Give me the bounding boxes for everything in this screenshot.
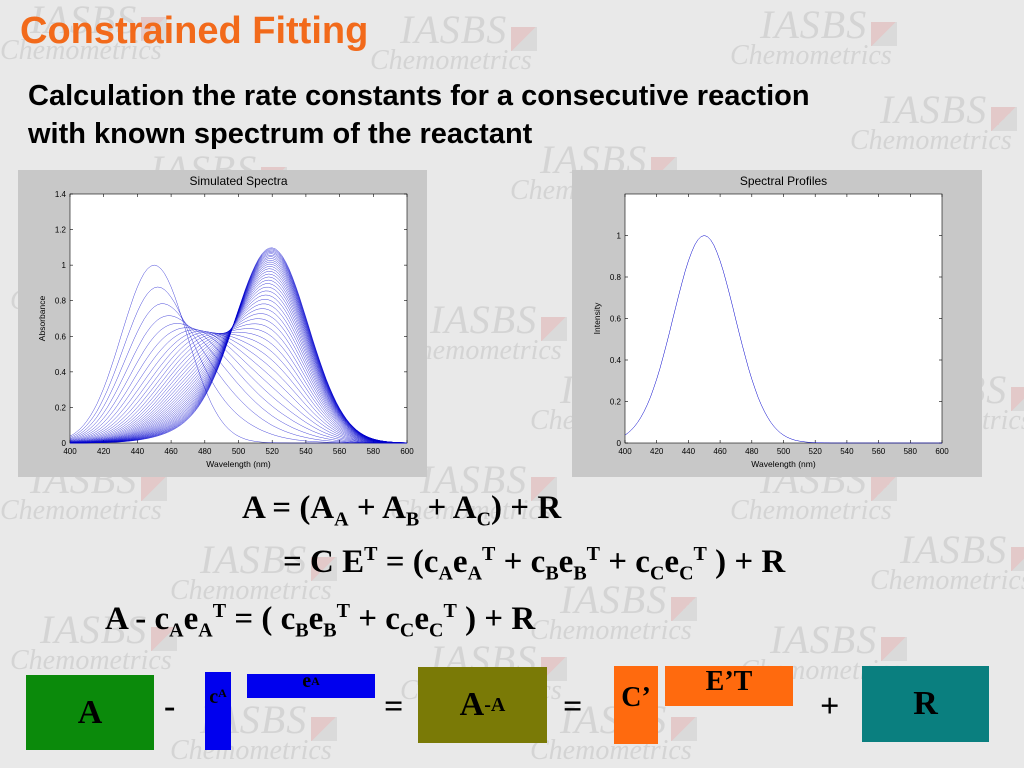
spectrum-line [69, 294, 408, 444]
x-tick-label: 400 [63, 447, 77, 456]
spectrum-line [69, 331, 407, 444]
x-tick-label: 440 [131, 447, 145, 456]
y-axis-label: Absorbance [37, 296, 47, 342]
x-tick-label: 460 [164, 447, 178, 456]
simulated-spectra-chart: Simulated Spectra Wavelength (nm) Absorban… [37, 174, 414, 469]
spectrum-line [69, 315, 407, 444]
x-tick-label: 600 [400, 447, 414, 456]
x-tick-label: 560 [872, 447, 886, 456]
minus-operator: - [164, 688, 176, 725]
subtitle-line-1: Calculation the rate constants for a con… [28, 80, 810, 112]
equation-1: A = (AA + AB + AC) + R [242, 490, 562, 531]
matrix-C-prime-box: C’ [614, 666, 658, 744]
x-axis-label: Wavelength (nm) [751, 459, 816, 469]
spectrum-line [69, 318, 408, 444]
spectrum-line [69, 290, 408, 444]
spectrum-line [69, 329, 408, 444]
spectrum-line [69, 286, 407, 444]
plus-operator: + [820, 688, 840, 725]
profile-line [624, 235, 942, 444]
y-tick-label: 1.2 [55, 226, 67, 235]
x-tick-label: 400 [618, 447, 632, 456]
y-tick-label: 1 [617, 232, 622, 241]
x-tick-label: 600 [935, 447, 949, 456]
plot-area [624, 193, 943, 444]
matrix-A-box: A [26, 675, 154, 750]
x-tick-label: 480 [745, 447, 759, 456]
x-tick-label: 460 [713, 447, 727, 456]
matrix-A-minus-A-box: A -A [418, 667, 547, 743]
slide-title: Constrained Fitting [20, 10, 369, 52]
x-tick-label: 420 [650, 447, 664, 456]
chart-title: Simulated Spectra [189, 174, 287, 188]
spectral-profiles-chart: Spectral Profiles Wavelength (nm) Intensit… [592, 174, 949, 469]
spectrum-line [69, 279, 407, 444]
subtitle-line-2: with known spectrum of the reactant [28, 118, 533, 150]
equals-operator-2: = [563, 688, 583, 725]
spectrum-line [69, 308, 408, 444]
spectrum-line [69, 332, 407, 444]
equation-2: = C ET = (cAeAT + cBeBT + cCeCT ) + R [283, 543, 786, 585]
spectrum-line [69, 283, 407, 444]
y-tick-label: 0.8 [55, 297, 67, 306]
spectral-profiles-panel: Spectral Profiles Wavelength (nm) Intensit… [572, 170, 982, 477]
equals-operator-1: = [384, 688, 404, 725]
spectrum-line [69, 303, 408, 444]
x-tick-label: 540 [840, 447, 854, 456]
x-tick-label: 440 [682, 447, 696, 456]
x-tick-label: 580 [904, 447, 918, 456]
spectrum-line [69, 330, 408, 444]
y-tick-label: 0.4 [55, 368, 67, 377]
x-tick-label: 540 [299, 447, 313, 456]
spectrum-line [69, 328, 407, 444]
y-tick-label: 0 [617, 439, 622, 448]
y-tick-label: 0.2 [55, 403, 67, 412]
y-axis-label: Intensity [592, 302, 602, 334]
x-tick-label: 420 [97, 447, 111, 456]
x-tick-label: 480 [198, 447, 212, 456]
x-tick-label: 520 [266, 447, 280, 456]
y-tick-label: 0.4 [610, 356, 622, 365]
spectrum-line [70, 286, 408, 444]
y-tick-label: 0.6 [55, 332, 67, 341]
chart-title: Spectral Profiles [740, 174, 827, 188]
matrix-R-box: R [862, 666, 989, 742]
simulated-spectra-panel: Simulated Spectra Wavelength (nm) Absorban… [18, 170, 427, 477]
x-axis-label: Wavelength (nm) [206, 459, 271, 469]
spectrum-line [69, 299, 408, 444]
y-tick-label: 0.2 [610, 398, 622, 407]
equation-3: A - cAeAT = ( cBeBT + cCeCT ) + R [105, 600, 536, 642]
y-tick-label: 0.6 [610, 315, 622, 324]
x-tick-label: 560 [333, 447, 347, 456]
y-tick-label: 1.4 [55, 190, 67, 199]
spectrum-line [69, 333, 407, 444]
spectrum-line [69, 313, 408, 444]
spectrum-line [69, 303, 407, 444]
matrix-E-prime-T-box: E’T [665, 666, 793, 706]
spectrum-line [69, 323, 407, 444]
x-tick-label: 500 [232, 447, 246, 456]
y-tick-label: 0 [62, 439, 67, 448]
y-tick-label: 1 [62, 261, 67, 270]
spectrum-line [69, 327, 407, 444]
spectrum-line [69, 323, 407, 444]
x-tick-label: 520 [809, 447, 823, 456]
spectrum-line [69, 331, 407, 444]
y-tick-label: 0.8 [610, 273, 622, 282]
x-tick-label: 500 [777, 447, 791, 456]
spectrum-line [70, 247, 408, 444]
x-tick-label: 580 [367, 447, 381, 456]
